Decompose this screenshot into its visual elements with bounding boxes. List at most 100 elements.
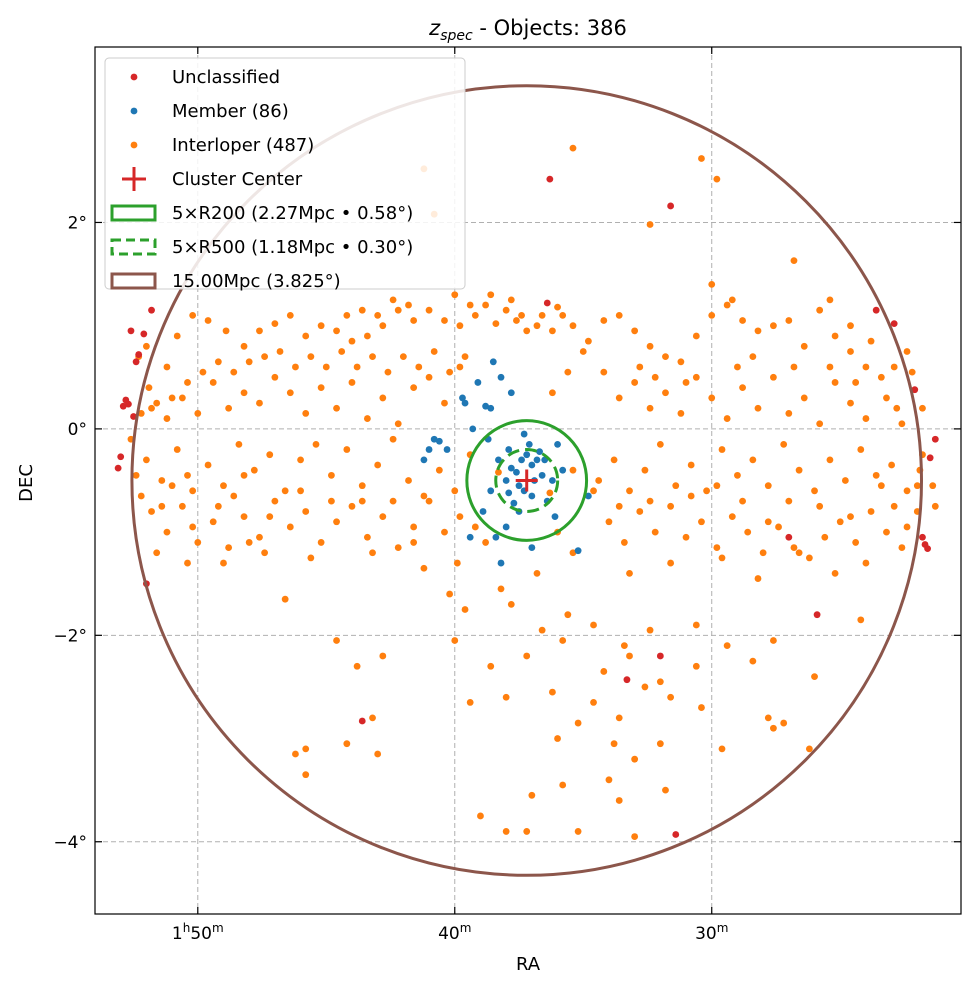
point-interloper-303: [410, 539, 418, 546]
point-interloper-3: [173, 332, 181, 340]
point-member-18: [487, 487, 495, 495]
point-interloper-154: [425, 497, 433, 505]
point-interloper-246: [528, 791, 536, 799]
point-interloper-125: [764, 482, 772, 490]
point-interloper-223: [590, 699, 597, 706]
y-axis-label: DEC: [16, 464, 37, 502]
point-interloper-272: [549, 389, 556, 397]
point-interloper-346: [790, 257, 798, 265]
point-interloper-148: [333, 518, 340, 526]
point-interloper-47: [831, 332, 839, 340]
plot-frame: [94, 46, 962, 915]
point-interloper-88: [862, 415, 870, 422]
point-interloper-185: [533, 569, 541, 577]
point-interloper-193: [862, 559, 870, 567]
point-unclassified-0: [148, 306, 155, 314]
point-interloper-81: [754, 404, 762, 412]
point-interloper-236: [554, 735, 561, 742]
point-interloper-153: [410, 523, 418, 531]
x-tick-label-2: 30m: [695, 921, 728, 944]
point-interloper-157: [605, 518, 613, 526]
point-interloper-225: [641, 683, 649, 691]
point-interloper-140: [209, 518, 217, 526]
point-member-11: [533, 456, 541, 464]
legend-marker-r15: [110, 272, 157, 290]
point-interloper-32: [600, 317, 608, 324]
point-interloper-183: [420, 564, 428, 572]
point-interloper-69: [441, 399, 448, 407]
point-interloper-334: [487, 291, 495, 299]
point-unclassified-27: [543, 299, 551, 307]
point-interloper-103: [312, 440, 320, 448]
point-interloper-203: [692, 621, 700, 629]
point-interloper-329: [374, 311, 382, 319]
point-member-41: [482, 402, 489, 410]
point-interloper-288: [847, 513, 854, 521]
x-axis-label: RA: [516, 954, 541, 975]
point-interloper-27: [523, 327, 531, 335]
point-interloper-266: [415, 363, 423, 371]
point-interloper-108: [389, 435, 397, 443]
point-member-19: [479, 508, 487, 515]
point-interloper-319: [199, 368, 207, 376]
point-interloper-218: [811, 673, 818, 681]
point-interloper-176: [898, 544, 906, 551]
point-interloper-106: [358, 482, 366, 490]
point-interloper-356: [931, 502, 939, 510]
point-member-10: [525, 440, 533, 448]
point-interloper-295: [646, 497, 654, 505]
point-interloper-167: [759, 549, 767, 557]
point-interloper-211: [523, 652, 531, 660]
point-unclassified-1: [140, 330, 148, 338]
point-interloper-189: [718, 554, 726, 562]
point-interloper-138: [178, 502, 186, 510]
point-interloper-258: [168, 482, 176, 490]
point-interloper-308: [266, 513, 274, 521]
point-interloper-350: [847, 322, 854, 330]
point-interloper-296: [615, 502, 623, 510]
point-interloper-353: [903, 348, 911, 355]
axis-ticks: 1h50m 40m 30m 2° 0° −2° −4°: [53, 47, 961, 944]
point-interloper-256: [214, 502, 222, 510]
data-points: [114, 144, 939, 840]
point-interloper-201: [620, 642, 628, 650]
point-interloper-345: [713, 175, 721, 183]
legend-label-interloper: Interloper (487): [172, 135, 314, 156]
point-interloper-257: [184, 471, 191, 479]
point-interloper-222: [549, 688, 556, 696]
point-member-21: [469, 425, 477, 433]
point-interloper-5: [204, 317, 212, 324]
point-interloper-115: [610, 456, 618, 464]
point-member-27: [474, 379, 482, 386]
point-interloper-24: [492, 320, 500, 328]
point-interloper-15: [363, 332, 371, 340]
point-unclassified-14: [667, 202, 675, 210]
point-unclassified-17: [911, 386, 919, 394]
point-unclassified-24: [623, 676, 631, 684]
point-interloper-110: [420, 492, 428, 500]
point-interloper-192: [831, 569, 839, 577]
point-interloper-39: [708, 311, 716, 319]
point-interloper-309: [245, 539, 253, 546]
point-interloper-251: [662, 786, 669, 794]
point-interloper-250: [631, 833, 639, 840]
point-interloper-271: [564, 368, 572, 376]
point-interloper-177: [142, 342, 150, 350]
point-member-2: [518, 456, 525, 464]
point-interloper-181: [307, 554, 315, 562]
y-tick-label-0: 2°: [68, 213, 87, 233]
point-interloper-126: [780, 440, 788, 448]
point-interloper-114: [595, 477, 603, 484]
point-interloper-270: [579, 348, 587, 355]
point-unclassified-19: [919, 533, 926, 541]
point-interloper-19: [425, 306, 433, 314]
point-interloper-249: [615, 797, 623, 804]
point-member-7: [538, 471, 546, 479]
point-interloper-62: [333, 404, 340, 412]
point-interloper-82: [770, 373, 777, 381]
point-interloper-239: [631, 755, 639, 763]
point-member-28: [489, 358, 497, 366]
point-interloper-227: [698, 704, 705, 711]
point-interloper-275: [682, 379, 690, 386]
point-interloper-196: [461, 606, 469, 613]
